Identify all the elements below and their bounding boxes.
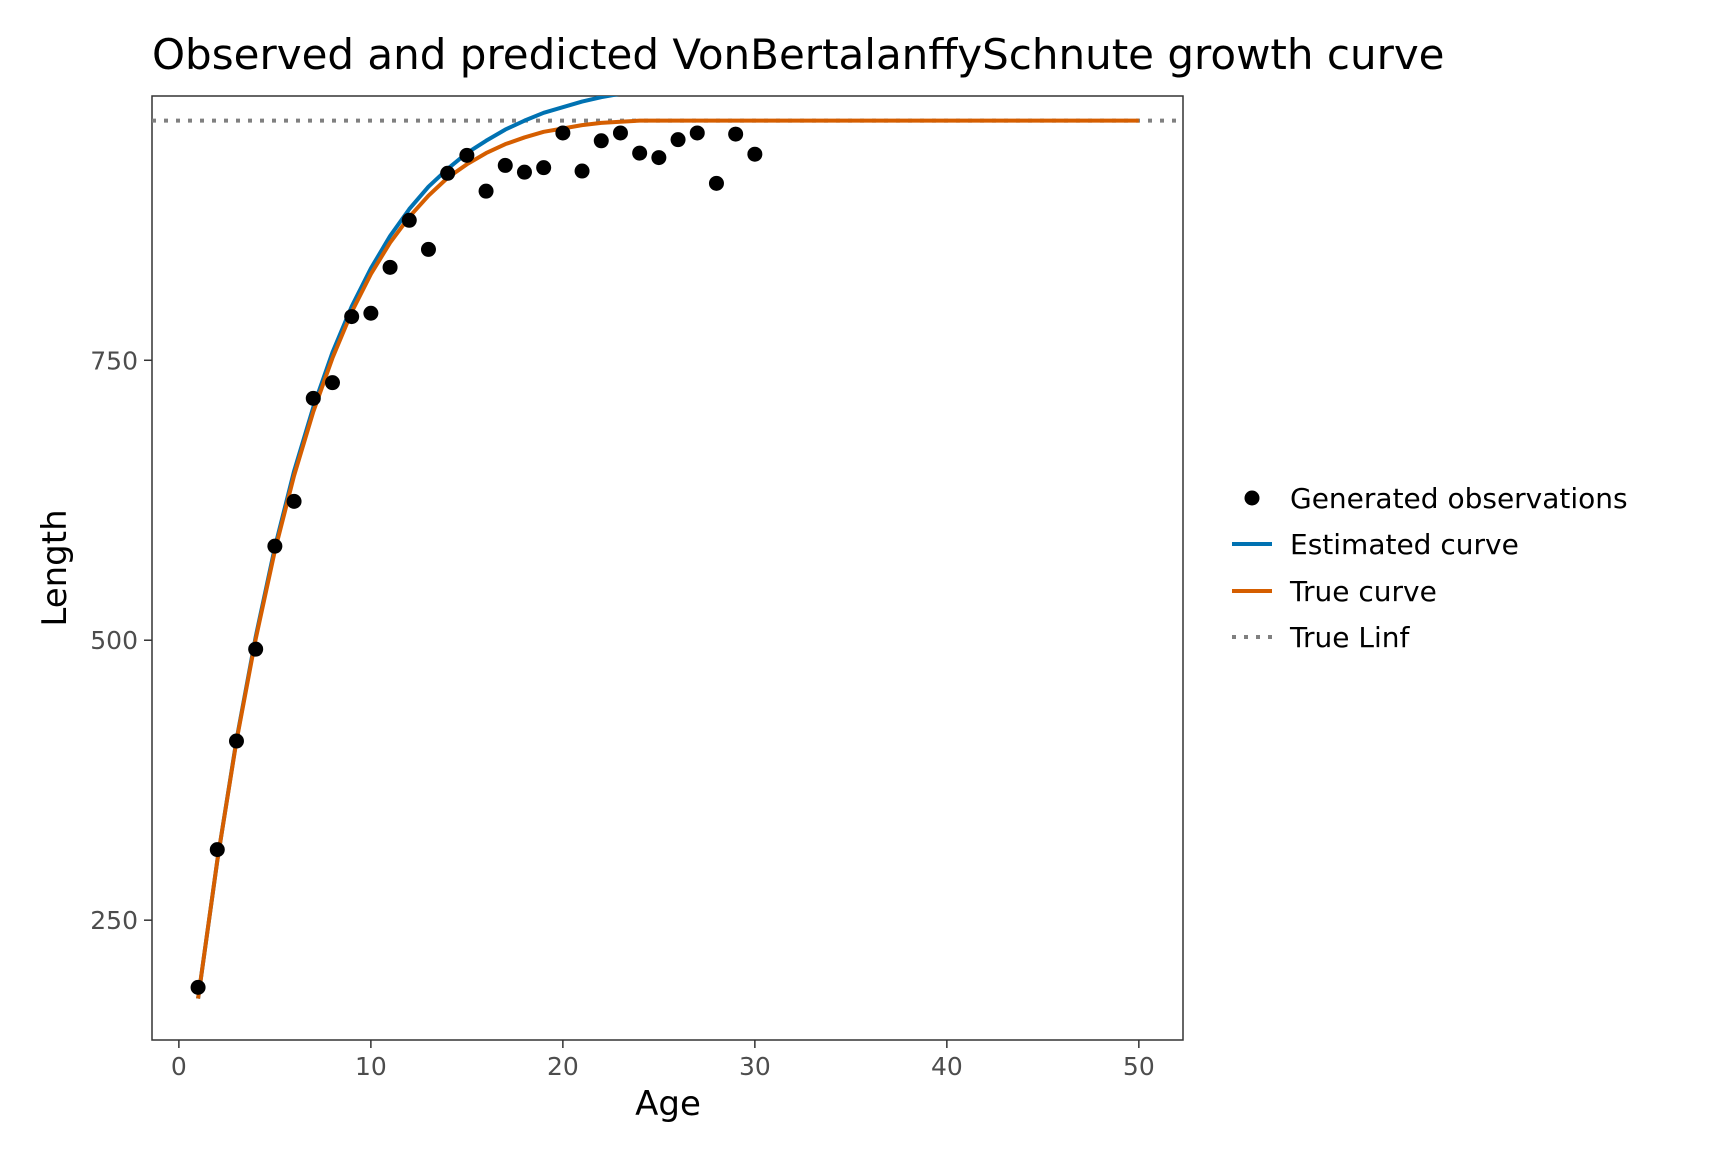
x-tick-label: 40	[931, 1052, 963, 1081]
observation-point	[612, 125, 628, 141]
y-tick-label: 750	[90, 346, 138, 375]
y-tick-label: 500	[90, 626, 138, 655]
observation-point	[728, 126, 744, 142]
observation-point	[267, 538, 283, 554]
observation-point	[190, 979, 206, 995]
observation-point	[574, 163, 590, 179]
observation-point	[555, 125, 571, 141]
true-curve-line	[196, 118, 1139, 999]
observation-point	[670, 132, 686, 148]
observation-point	[286, 493, 302, 509]
observation-point	[747, 146, 763, 162]
y-tick-label: 250	[90, 906, 138, 935]
legend-label-linf: True Linf	[1289, 621, 1410, 654]
y-axis: 250 500 750	[90, 346, 152, 935]
x-tick-label: 30	[739, 1052, 771, 1081]
legend-label-observations: Generated observations	[1290, 482, 1628, 515]
observation-point	[689, 125, 705, 141]
observation-point	[228, 733, 244, 749]
plot-panel	[151, 95, 1184, 1041]
observation-point	[593, 133, 609, 149]
plot-area	[152, 96, 1183, 999]
observation-point	[248, 641, 264, 657]
y-axis-label: Length	[35, 509, 75, 626]
x-tick-label: 50	[1123, 1052, 1155, 1081]
observation-point	[536, 160, 552, 176]
legend: Generated observations Estimated curve T…	[1232, 482, 1628, 654]
legend-key-observations	[1244, 490, 1260, 506]
observation-point	[478, 183, 494, 199]
observation-point	[209, 842, 225, 858]
x-tick-label: 20	[547, 1052, 579, 1081]
observation-point	[708, 175, 724, 191]
observation-point	[516, 164, 532, 180]
x-axis-label: Age	[635, 1084, 701, 1124]
chart-title: Observed and predicted VonBertalanffySch…	[152, 30, 1445, 79]
observation-point	[420, 241, 436, 257]
observation-point	[459, 147, 475, 163]
observation-point	[497, 157, 513, 173]
observation-point	[363, 305, 379, 321]
observation-point	[305, 390, 321, 406]
legend-label-true: True curve	[1289, 575, 1437, 608]
observation-point	[382, 259, 398, 275]
x-tick-label: 10	[355, 1052, 387, 1081]
observation-point	[440, 165, 456, 181]
observation-point	[324, 375, 340, 391]
observation-point	[344, 309, 360, 325]
observation-point	[401, 212, 417, 228]
x-axis: 0 10 20 30 40 50	[171, 1040, 1155, 1081]
legend-label-estimated: Estimated curve	[1290, 528, 1519, 561]
observation-point	[651, 150, 667, 166]
observation-point	[632, 145, 648, 161]
x-tick-label: 0	[171, 1052, 187, 1081]
